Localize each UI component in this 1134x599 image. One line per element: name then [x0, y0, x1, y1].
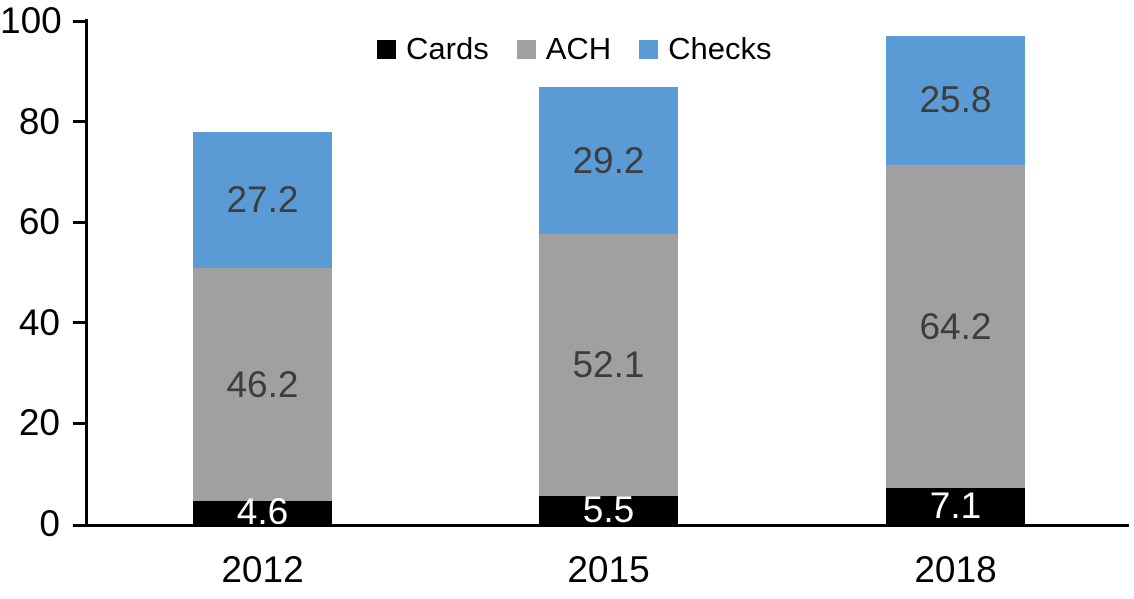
segment-cards-2018: 7.1 — [886, 485, 1025, 527]
y-axis-tick — [73, 321, 86, 325]
segment-value-label: 29.2 — [572, 139, 645, 181]
legend-label: ACH — [545, 31, 612, 66]
chart-legend: Cards ACH Checks — [377, 30, 772, 68]
segment-checks-2015: 29.2 — [539, 87, 678, 235]
segment-ach-2012: 46.2 — [193, 268, 332, 501]
segment-checks-2012: 27.2 — [193, 131, 332, 269]
y-axis-tick — [73, 19, 86, 23]
legend-label: Checks — [668, 31, 772, 66]
segment-ach-2018: 64.2 — [886, 165, 1025, 489]
legend-swatch-cards — [377, 39, 396, 59]
y-axis-tick — [73, 120, 86, 124]
segment-ach-2015: 52.1 — [539, 234, 678, 497]
y-axis-tick — [73, 220, 86, 224]
x-axis-line — [73, 524, 1129, 527]
y-axis-tick — [73, 421, 86, 425]
bar-2012: 27.2 46.2 4.6 — [193, 131, 332, 531]
y-axis-tick-label: 100 — [0, 0, 62, 41]
x-axis-category-label: 2018 — [914, 549, 997, 590]
segment-value-label: 46.2 — [226, 363, 299, 405]
legend-item-checks: Checks — [639, 30, 772, 68]
bar-2018: 25.8 64.2 7.1 — [886, 35, 1025, 527]
segment-cards-2012: 4.6 — [193, 493, 332, 531]
segment-value-label: 7.1 — [929, 485, 982, 527]
segment-value-label: 64.2 — [919, 305, 992, 347]
segment-value-label: 27.2 — [226, 179, 299, 221]
legend-label: Cards — [406, 31, 489, 66]
legend-item-ach: ACH — [516, 30, 612, 68]
y-axis-tick-label: 0 — [39, 503, 60, 544]
segment-value-label: 25.8 — [919, 79, 992, 121]
y-axis-tick-label: 60 — [18, 201, 60, 243]
segment-value-label: 52.1 — [572, 344, 645, 386]
y-axis-tick-label: 40 — [18, 301, 60, 343]
x-axis-category-label: 2015 — [567, 549, 650, 590]
y-axis-line — [85, 19, 88, 527]
y-axis-tick-label: 20 — [18, 402, 60, 444]
segment-value-label: 5.5 — [582, 489, 635, 531]
segment-checks-2018: 25.8 — [886, 35, 1025, 166]
segment-cards-2015: 5.5 — [539, 491, 678, 529]
bar-2015: 29.2 52.1 5.5 — [539, 87, 678, 529]
x-axis-category-label: 2012 — [221, 549, 304, 590]
legend-item-cards: Cards — [377, 30, 489, 68]
legend-swatch-ach — [516, 39, 536, 59]
legend-swatch-checks — [639, 39, 659, 59]
y-axis-tick-label: 80 — [18, 100, 60, 142]
